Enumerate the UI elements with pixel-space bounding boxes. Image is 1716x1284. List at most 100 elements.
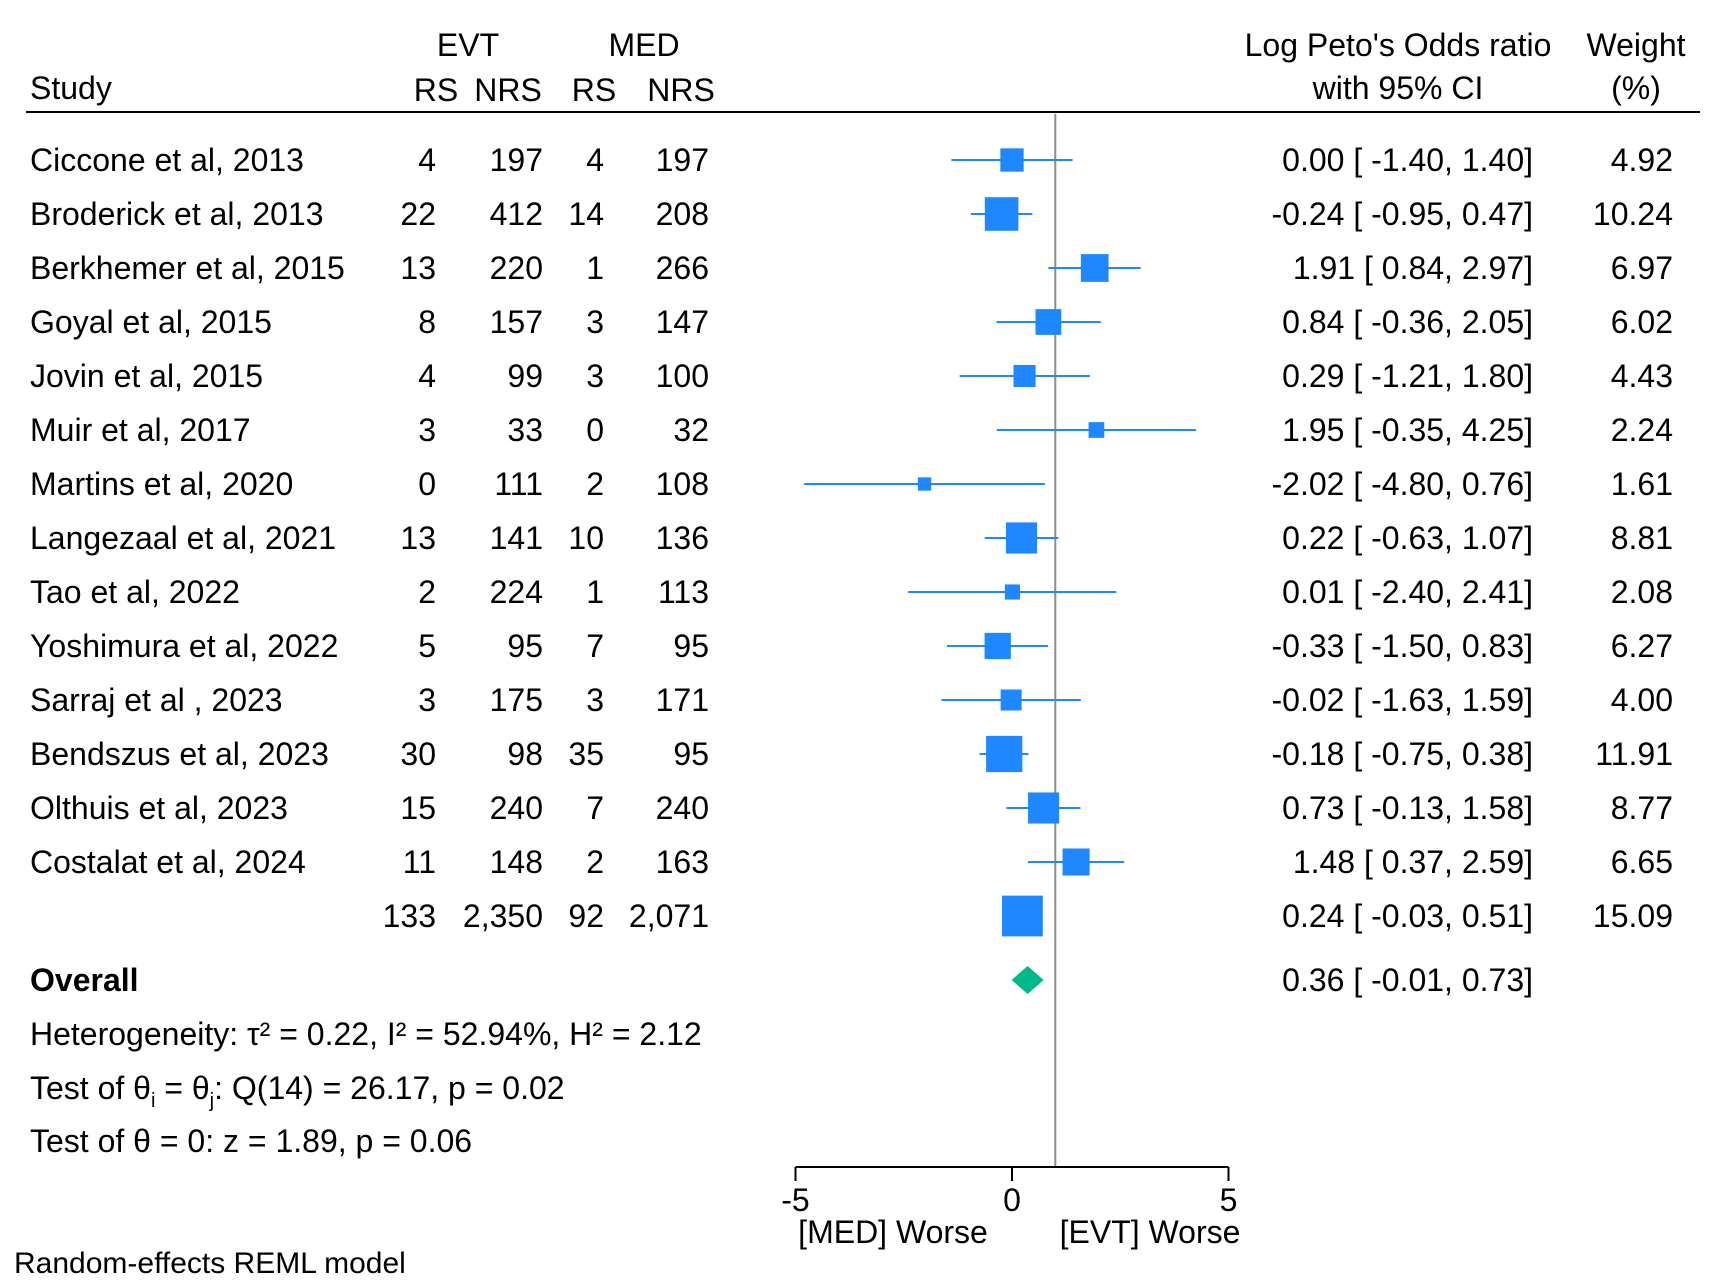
study-name: Costalat et al, 2024 (30, 844, 306, 880)
med-nrs-value: 113 (658, 574, 709, 610)
effect-square (1062, 848, 1090, 876)
ci-text: 0.73 [ -0.13, 1.58] (1282, 790, 1533, 826)
weight-value: 6.27 (1611, 628, 1673, 664)
evt-rs-value: 15 (400, 790, 436, 826)
weight-value: 1.61 (1611, 466, 1673, 502)
ci-text: -2.02 [ -4.80, 0.76] (1272, 466, 1534, 502)
study-name: Langezaal et al, 2021 (30, 520, 336, 556)
header-weight-line2: (%) (1611, 70, 1661, 106)
test-homogeneity-rest: : Q(14) = 26.17, p = 0.02 (214, 1070, 564, 1106)
effect-square (984, 197, 1019, 231)
evt-nrs-value: 175 (490, 682, 543, 718)
evt-rs-value: 2 (418, 574, 436, 610)
evt-nrs-value: 224 (490, 574, 543, 610)
evt-rs-value: 5 (418, 628, 436, 664)
header-evt-rs: RS (414, 72, 458, 108)
effect-square (1000, 689, 1022, 711)
header-med: MED (608, 27, 679, 63)
test-theta-text: Test of θ = 0: z = 1.89, p = 0.06 (30, 1123, 472, 1159)
evt-rs-value: 0 (418, 466, 436, 502)
overall-label: Overall (30, 962, 139, 998)
weight-value: 11.91 (1595, 736, 1673, 772)
weight-value: 10.24 (1593, 196, 1673, 232)
ci-text: 0.22 [ -0.63, 1.07] (1282, 520, 1533, 556)
med-rs-value: 2 (586, 466, 604, 502)
ci-text: 0.84 [ -0.36, 2.05] (1282, 304, 1533, 340)
effect-square (1001, 895, 1043, 937)
med-rs-value: 7 (586, 790, 604, 826)
ci-text: 0.01 [ -2.40, 2.41] (1282, 574, 1533, 610)
effect-square (986, 735, 1023, 773)
med-nrs-value: 32 (673, 412, 709, 448)
evt-rs-value: 133 (383, 898, 436, 934)
med-rs-value: 92 (568, 898, 604, 934)
effect-square (1000, 148, 1024, 172)
med-rs-value: 1 (586, 250, 604, 286)
evt-nrs-value: 98 (507, 736, 543, 772)
evt-rs-value: 11 (403, 844, 436, 880)
med-rs-value: 7 (586, 628, 604, 664)
ci-text: 0.29 [ -1.21, 1.80] (1282, 358, 1533, 394)
med-nrs-value: 108 (656, 466, 709, 502)
med-rs-value: 3 (586, 358, 604, 394)
effect-square (984, 632, 1011, 660)
evt-rs-value: 8 (418, 304, 436, 340)
ci-text: 0.00 [ -1.40, 1.40] (1282, 142, 1533, 178)
evt-nrs-value: 95 (507, 628, 543, 664)
study-name: Bendszus et al, 2023 (30, 736, 329, 772)
x-axis: -5 0 5 (781, 1166, 1237, 1218)
med-rs-value: 3 (586, 682, 604, 718)
evt-nrs-value: 220 (490, 250, 543, 286)
med-nrs-value: 95 (673, 736, 709, 772)
evt-nrs-value: 141 (490, 520, 543, 556)
study-name: Tao et al, 2022 (30, 574, 240, 610)
test-homogeneity-sub-i: i (151, 1090, 155, 1112)
effect-square (1005, 522, 1038, 554)
study-name: Ciccone et al, 2013 (30, 142, 304, 178)
evt-nrs-value: 99 (507, 358, 543, 394)
med-rs-value: 3 (586, 304, 604, 340)
med-rs-value: 0 (586, 412, 604, 448)
axis-left-label: [MED] Worse (798, 1214, 988, 1250)
weight-value: 15.09 (1593, 898, 1673, 934)
weight-value: 8.77 (1611, 790, 1673, 826)
header-evt-nrs: NRS (474, 72, 542, 108)
med-nrs-value: 240 (656, 790, 709, 826)
med-nrs-value: 266 (656, 250, 709, 286)
med-rs-value: 1 (586, 574, 604, 610)
med-nrs-value: 208 (656, 196, 709, 232)
evt-rs-value: 4 (418, 142, 436, 178)
med-rs-value: 4 (586, 142, 604, 178)
weight-value: 6.65 (1611, 844, 1673, 880)
effect-square (917, 477, 932, 491)
study-name: Yoshimura et al, 2022 (30, 628, 338, 664)
ci-text: 1.95 [ -0.35, 4.25] (1282, 412, 1533, 448)
evt-nrs-value: 148 (490, 844, 543, 880)
effect-square (1013, 364, 1036, 388)
test-homogeneity-eq: = θ (155, 1070, 209, 1106)
evt-nrs-value: 2,350 (463, 898, 543, 934)
header-evt: EVT (437, 27, 499, 63)
med-rs-value: 35 (568, 736, 604, 772)
weight-value: 4.00 (1611, 682, 1673, 718)
weight-value: 2.24 (1611, 412, 1673, 448)
effect-square (1004, 584, 1021, 600)
weight-value: 4.43 (1611, 358, 1673, 394)
study-name: Broderick et al, 2013 (30, 196, 324, 232)
evt-rs-value: 22 (400, 196, 436, 232)
evt-rs-value: 3 (418, 412, 436, 448)
study-name: Jovin et al, 2015 (30, 358, 263, 394)
evt-rs-value: 30 (400, 736, 436, 772)
evt-nrs-value: 111 (494, 466, 543, 502)
header-study: Study (30, 70, 112, 106)
ci-text: -0.24 [ -0.95, 0.47] (1272, 196, 1534, 232)
med-nrs-value: 197 (656, 142, 709, 178)
evt-rs-value: 4 (418, 358, 436, 394)
effect-square (1088, 422, 1105, 438)
med-nrs-value: 163 (656, 844, 709, 880)
overall-ci-text: 0.36 [ -0.01, 0.73] (1282, 962, 1533, 998)
test-homogeneity-part-a: Test of θ (30, 1070, 151, 1106)
study-name: Olthuis et al, 2023 (30, 790, 288, 826)
ci-text: -0.18 [ -0.75, 0.38] (1272, 736, 1534, 772)
